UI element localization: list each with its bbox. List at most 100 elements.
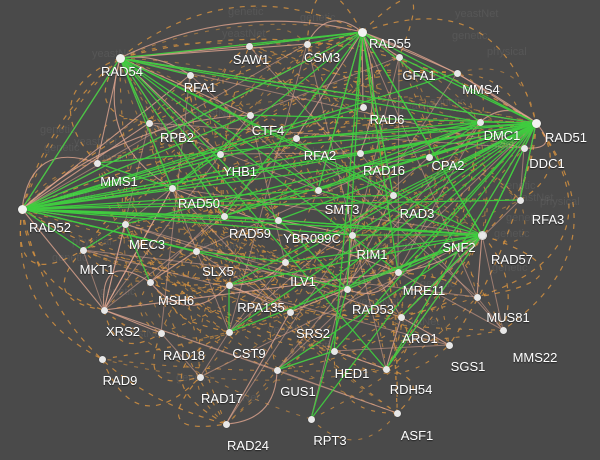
graph-node-rad51[interactable]	[531, 118, 541, 128]
edge-arc	[177, 376, 227, 427]
edge-arc	[519, 122, 551, 201]
graph-node-xrs2[interactable]	[100, 306, 108, 314]
edge	[346, 122, 537, 290]
edge	[82, 249, 450, 346]
graph-node-cst9[interactable]	[225, 328, 233, 336]
edge-arc	[397, 234, 483, 273]
graph-node-rfa1[interactable]	[186, 71, 194, 79]
graph-node-rpa135[interactable]	[225, 281, 233, 289]
edge-arc	[398, 56, 430, 158]
edge-arc	[82, 137, 297, 251]
edge	[361, 31, 458, 74]
graph-node-msh6[interactable]	[146, 278, 154, 286]
edge-arc	[317, 189, 450, 346]
graph-node-rad54[interactable]	[115, 53, 125, 63]
graph-node-mms4[interactable]	[453, 69, 461, 77]
graph-node-rad50[interactable]	[168, 184, 176, 192]
edge-arc	[19, 208, 84, 265]
edge-arc	[171, 187, 398, 414]
edge	[361, 31, 394, 196]
graph-node-ctf4[interactable]	[246, 111, 254, 119]
graph-node-rdh54[interactable]	[382, 365, 390, 373]
graph-node-mre11[interactable]	[394, 268, 402, 276]
edge-arc	[351, 156, 430, 236]
edge	[317, 121, 481, 191]
edge	[21, 122, 150, 210]
edge	[476, 296, 504, 331]
graph-node-srs2[interactable]	[286, 308, 294, 316]
edge-arc	[228, 106, 364, 286]
graph-node-yhb1[interactable]	[216, 150, 224, 158]
edge	[249, 56, 400, 116]
edge-arc	[284, 147, 525, 263]
graph-node-mus81[interactable]	[473, 293, 481, 301]
graph-node-gus1[interactable]	[273, 366, 281, 374]
edge-arc	[21, 208, 402, 318]
graph-node-rad52[interactable]	[17, 204, 27, 214]
graph-node-rad55[interactable]	[357, 27, 367, 37]
graph-node-slx5[interactable]	[192, 247, 200, 255]
graph-node-rad17[interactable]	[196, 373, 204, 381]
graph-node-asf1[interactable]	[393, 409, 401, 417]
edge	[119, 57, 483, 236]
graph-node-rad16[interactable]	[356, 149, 364, 157]
edge	[119, 31, 363, 59]
edge-arc	[101, 358, 387, 381]
graph-node-rad6[interactable]	[359, 103, 367, 111]
graph-node-smt3[interactable]	[314, 186, 322, 194]
graph-node-rad24[interactable]	[222, 420, 230, 428]
edge-arc	[21, 208, 227, 425]
graph-node-cpa2[interactable]	[425, 153, 433, 161]
edge-arc	[476, 122, 570, 298]
edge-arc	[385, 234, 483, 370]
graph-node-gfa1[interactable]	[395, 53, 403, 61]
graph-node-rfa2[interactable]	[292, 134, 300, 142]
edge-arc	[310, 412, 398, 441]
edge-arc	[385, 368, 414, 414]
graph-node-rad18[interactable]	[157, 329, 165, 337]
graph-node-rpt3[interactable]	[307, 415, 315, 423]
edge	[21, 121, 481, 210]
graph-node-dmc1[interactable]	[476, 118, 484, 126]
edge-arc	[103, 194, 394, 311]
graph-node-rad59[interactable]	[220, 212, 228, 220]
graph-node-mms1[interactable]	[93, 159, 101, 167]
edge-arc	[398, 56, 478, 298]
edge	[160, 332, 201, 378]
edge	[171, 153, 221, 189]
edge	[119, 57, 191, 76]
graph-node-sgs1[interactable]	[445, 341, 453, 349]
graph-node-mms22[interactable]	[499, 326, 507, 334]
edge	[21, 208, 126, 225]
edge-arc	[171, 187, 398, 414]
graph-node-mkt1[interactable]	[79, 246, 87, 254]
graph-node-rfa3[interactable]	[516, 196, 524, 204]
edge	[310, 122, 537, 420]
graph-node-ilv1[interactable]	[281, 258, 289, 266]
edge-arc	[295, 130, 521, 201]
graph-node-ybr099c[interactable]	[274, 216, 282, 224]
graph-node-rad53[interactable]	[343, 285, 351, 293]
edge-arc	[101, 234, 483, 360]
edge-arc	[306, 43, 364, 108]
graph-node-mec3[interactable]	[121, 220, 129, 228]
edge-arc	[119, 57, 319, 191]
graph-node-rad9[interactable]	[98, 355, 106, 363]
edge-arc	[276, 194, 394, 371]
graph-node-saw1[interactable]	[245, 42, 253, 50]
graph-node-ddc1[interactable]	[520, 144, 528, 152]
graph-node-rad57[interactable]	[478, 231, 486, 239]
graph-node-hed1[interactable]	[330, 347, 338, 355]
edge	[317, 31, 363, 191]
graph-node-rpb2[interactable]	[145, 119, 153, 127]
graph-node-rim1[interactable]	[348, 231, 356, 239]
edge	[21, 106, 364, 210]
edge-arc	[139, 281, 162, 334]
graph-node-aro1[interactable]	[397, 313, 405, 321]
edge	[228, 43, 308, 333]
graph-node-csm3[interactable]	[303, 40, 311, 48]
edge-arc	[148, 122, 402, 318]
graph-node-rad3[interactable]	[389, 191, 397, 199]
edge-arc	[198, 219, 279, 378]
